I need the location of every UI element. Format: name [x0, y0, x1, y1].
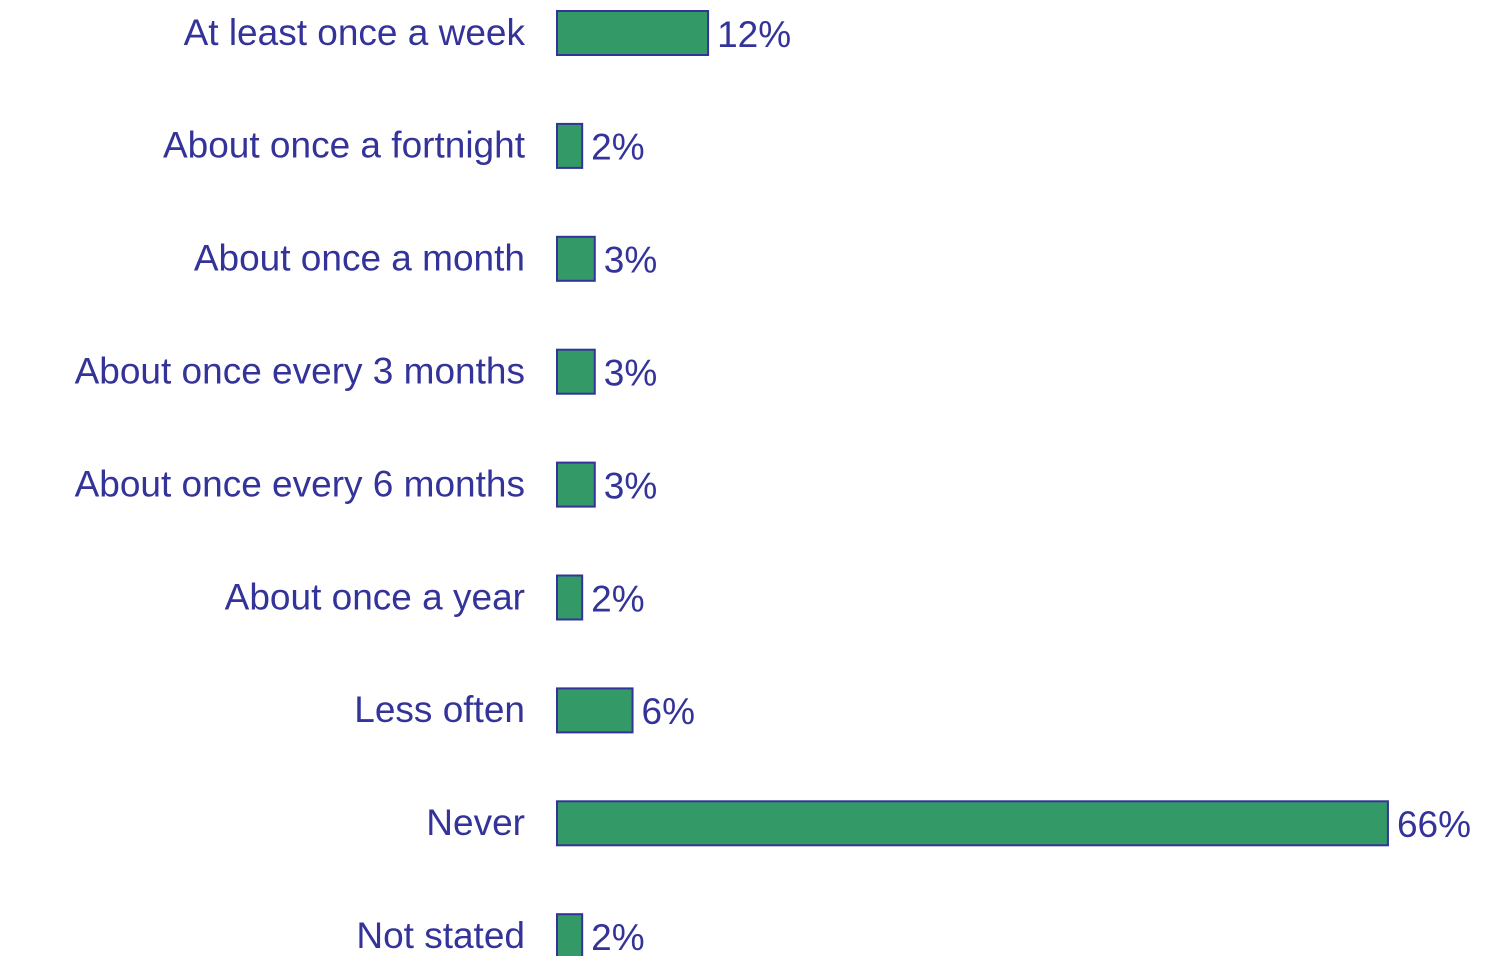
bar — [556, 235, 596, 282]
value-label: 2% — [591, 917, 644, 956]
value-label: 66% — [1397, 804, 1471, 845]
category-label: Never — [426, 802, 525, 843]
value-label: 2% — [591, 127, 644, 168]
value-label: 3% — [604, 465, 657, 506]
category-label: About once every 6 months — [75, 463, 525, 504]
bar — [556, 800, 1389, 847]
category-label: Not stated — [356, 915, 525, 956]
category-label: About once a fortnight — [163, 125, 526, 166]
category-label: About once a month — [194, 238, 525, 279]
bar — [556, 913, 584, 956]
category-label: Less often — [354, 689, 525, 730]
value-label: 2% — [591, 578, 644, 619]
category-label: At least once a week — [184, 12, 526, 53]
value-label: 3% — [604, 240, 657, 281]
value-label: 3% — [604, 352, 657, 393]
value-label: 12% — [717, 14, 791, 55]
bar — [556, 574, 584, 621]
category-label: About once every 3 months — [75, 350, 525, 391]
value-label: 6% — [642, 691, 695, 732]
category-label: About once a year — [225, 576, 525, 617]
bar — [556, 461, 596, 508]
bar — [556, 348, 596, 395]
bar — [556, 10, 710, 56]
bar — [556, 687, 634, 734]
bar — [556, 122, 584, 169]
